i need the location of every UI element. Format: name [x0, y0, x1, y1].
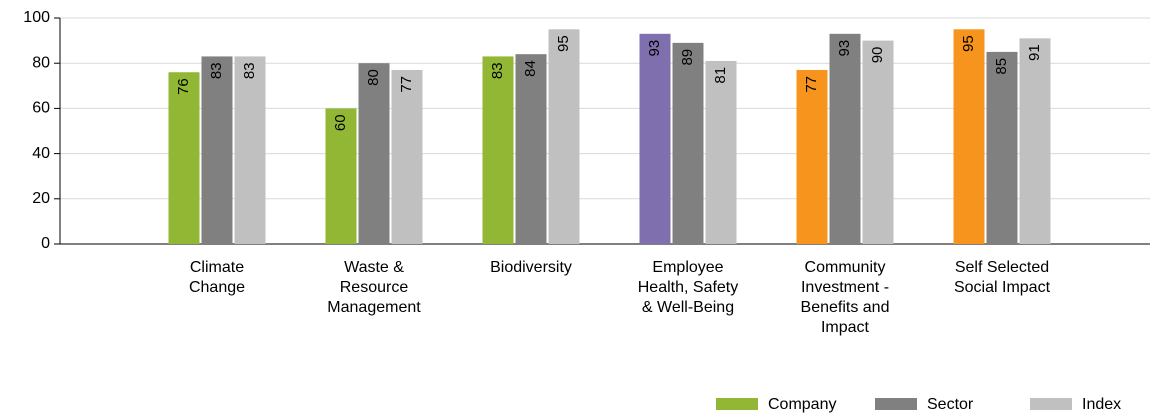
- x-tick-label: Benefits and: [801, 299, 890, 316]
- value-label: 60: [332, 114, 349, 131]
- bar: [986, 51, 1018, 245]
- value-label: 80: [365, 69, 382, 86]
- value-label: 83: [489, 62, 506, 79]
- value-label: 85: [993, 58, 1010, 75]
- x-tick-label: Employee: [652, 259, 723, 276]
- value-label: 81: [712, 67, 729, 84]
- legend-swatch: [875, 398, 917, 410]
- legend-swatch: [1030, 398, 1072, 410]
- bar: [796, 69, 828, 244]
- bar: [168, 72, 200, 245]
- x-tick-label: Impact: [821, 319, 870, 336]
- y-tick-label: 20: [32, 190, 50, 207]
- legend-label: Index: [1082, 396, 1121, 413]
- bar: [672, 42, 704, 244]
- legend-swatch: [716, 398, 758, 410]
- x-tick-label: Self Selected: [955, 259, 1049, 276]
- value-label: 95: [555, 35, 572, 52]
- value-label: 93: [836, 40, 853, 57]
- y-tick-label: 60: [32, 100, 50, 117]
- bar: [829, 33, 861, 244]
- value-label: 83: [208, 62, 225, 79]
- bar: [391, 69, 423, 244]
- x-tick-label: & Well-Being: [642, 299, 734, 316]
- x-tick-label: Investment -: [801, 279, 889, 296]
- bar: [705, 60, 737, 244]
- bar: [953, 29, 985, 244]
- bar: [515, 54, 547, 244]
- bar: [482, 56, 514, 244]
- value-label: 95: [960, 35, 977, 52]
- bar: [1019, 38, 1051, 245]
- value-label: 91: [1026, 44, 1043, 61]
- x-tick-label: Waste &: [344, 259, 404, 276]
- value-label: 76: [175, 78, 192, 95]
- x-tick-label: Climate: [190, 259, 244, 276]
- bar: [639, 33, 671, 244]
- bar: [862, 40, 894, 244]
- value-label: 84: [522, 60, 539, 77]
- value-label: 77: [803, 76, 820, 93]
- legend-label: Company: [768, 396, 836, 413]
- bar: [201, 56, 233, 244]
- value-label: 83: [241, 62, 258, 79]
- value-label: 77: [398, 76, 415, 93]
- x-tick-label: Biodiversity: [490, 259, 572, 276]
- y-tick-label: 100: [23, 9, 50, 26]
- x-tick-label: Change: [189, 279, 245, 296]
- bar: [234, 56, 266, 244]
- x-tick-label: Health, Safety: [638, 279, 739, 296]
- x-tick-label: Resource: [340, 279, 409, 296]
- value-label: 93: [646, 40, 663, 57]
- bar: [358, 63, 390, 245]
- y-tick-label: 80: [32, 54, 50, 71]
- x-tick-label: Social Impact: [954, 279, 1051, 296]
- x-tick-label: Community: [805, 259, 886, 276]
- legend-label: Sector: [927, 396, 974, 413]
- y-tick-label: 0: [41, 235, 50, 252]
- x-tick-label: Management: [327, 299, 421, 316]
- bar: [325, 108, 357, 245]
- bar: [548, 29, 580, 244]
- y-tick-label: 40: [32, 145, 50, 162]
- value-label: 89: [679, 49, 696, 66]
- value-label: 90: [869, 47, 886, 64]
